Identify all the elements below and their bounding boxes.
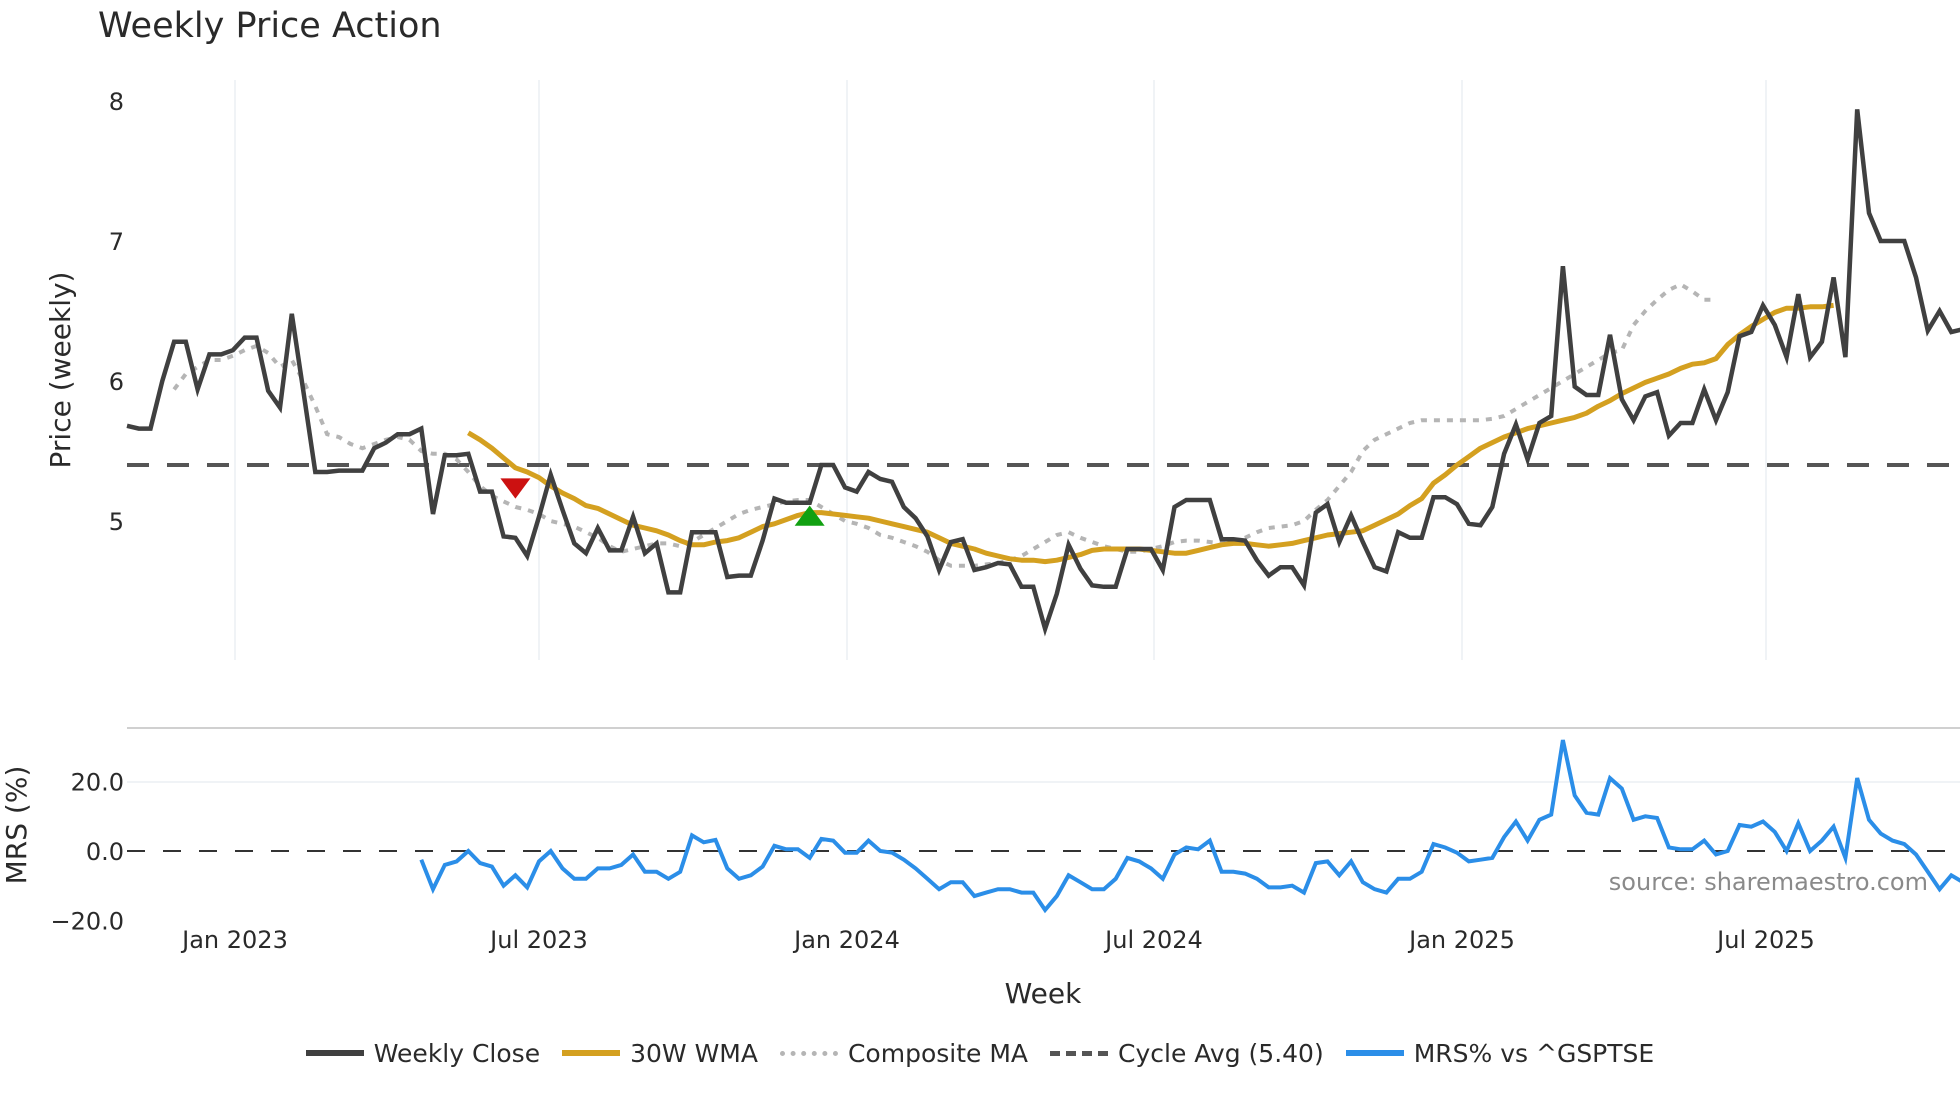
mrs-y-axis-label: MRS (%) (0, 766, 33, 885)
legend-label: MRS% vs ^GSPTSE (1413, 1038, 1655, 1068)
price-tick-label: 8 (109, 88, 124, 116)
wma-30w-line (467, 302, 1834, 565)
legend-item-cycle-avg[interactable]: Cycle Avg (5.40) (1050, 1039, 1324, 1068)
x-tick-label: Jan 2023 (180, 926, 288, 954)
legend-swatch-icon (1345, 1050, 1404, 1056)
x-tick-label: Jul 2023 (488, 926, 588, 954)
x-tick-label: Jul 2025 (1715, 926, 1815, 954)
x-tick-label: Jul 2024 (1103, 926, 1203, 954)
sell-signal-marker-icon (500, 478, 531, 499)
legend-label: Composite MA (847, 1038, 1029, 1068)
legend: Weekly Close 30W WMA Composite MA Cycle Avg… (0, 1036, 1960, 1070)
price-tick-label: 5 (109, 508, 124, 536)
legend-item-wma[interactable]: 30W WMA (562, 1039, 758, 1068)
mrs-tick-label: −20.0 (50, 907, 124, 935)
legend-label: Cycle Avg (5.40) (1118, 1038, 1324, 1068)
legend-swatch-icon (779, 1050, 838, 1056)
legend-swatch-icon (1050, 1050, 1109, 1056)
source-annotation: source: sharemaestro.com (1609, 868, 1928, 896)
legend-item-composite-ma[interactable]: Composite MA (779, 1038, 1029, 1068)
mrs-tick-label: 20.0 (71, 769, 124, 797)
chart-title: Weekly Price Action (98, 6, 442, 46)
mrs-line (419, 739, 1960, 914)
price-y-axis-label: Price (weekly) (44, 272, 77, 469)
legend-item-weekly-close[interactable]: Weekly Close (305, 1038, 541, 1068)
buy-signal-marker-icon (794, 505, 825, 526)
signal-markers (500, 478, 825, 526)
legend-label: Weekly Close (373, 1038, 541, 1068)
x-axis-ticks: Jan 2023 Jul 2023 Jan 2024 Jul 2024 Jan 2025… (180, 926, 1815, 954)
x-axis-label: Week (1005, 977, 1082, 1010)
gridlines (234, 80, 1767, 660)
legend-swatch-icon (562, 1050, 621, 1056)
x-tick-label: Jan 2025 (1407, 926, 1515, 954)
weekly-close-line (126, 109, 1960, 637)
mrs-tick-label: 0.0 (86, 838, 124, 866)
price-tick-label: 7 (109, 228, 124, 256)
mrs-y-axis-ticks: 20.0 0.0 −20.0 (50, 769, 124, 936)
legend-swatch-icon (305, 1050, 364, 1056)
legend-item-mrs[interactable]: MRS% vs ^GSPTSE (1345, 1038, 1655, 1068)
price-y-axis-ticks: 8 7 6 5 (109, 88, 124, 536)
price-tick-label: 6 (109, 368, 124, 396)
x-tick-label: Jan 2024 (792, 926, 900, 954)
composite-ma-line (172, 282, 1716, 568)
legend-label: 30W WMA (630, 1038, 758, 1068)
